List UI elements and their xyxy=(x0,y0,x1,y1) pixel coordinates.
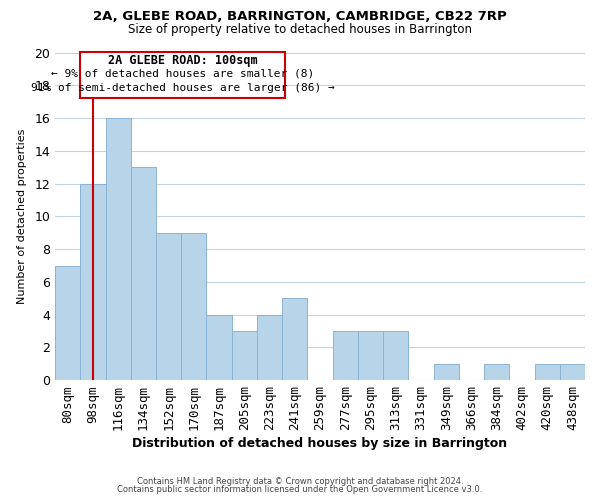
Text: 2A, GLEBE ROAD, BARRINGTON, CAMBRIDGE, CB22 7RP: 2A, GLEBE ROAD, BARRINGTON, CAMBRIDGE, C… xyxy=(93,10,507,23)
Bar xyxy=(434,364,459,380)
Text: 2A GLEBE ROAD: 100sqm: 2A GLEBE ROAD: 100sqm xyxy=(107,54,257,67)
Text: Contains HM Land Registry data © Crown copyright and database right 2024.: Contains HM Land Registry data © Crown c… xyxy=(137,477,463,486)
Bar xyxy=(560,364,585,380)
Bar xyxy=(181,232,206,380)
Bar xyxy=(55,266,80,380)
Y-axis label: Number of detached properties: Number of detached properties xyxy=(17,128,28,304)
Bar xyxy=(282,298,307,380)
Text: ← 9% of detached houses are smaller (8): ← 9% of detached houses are smaller (8) xyxy=(51,69,314,79)
Bar xyxy=(131,167,156,380)
Bar xyxy=(257,314,282,380)
Text: Contains public sector information licensed under the Open Government Licence v3: Contains public sector information licen… xyxy=(118,485,482,494)
Bar xyxy=(80,52,284,98)
Bar xyxy=(358,331,383,380)
Bar xyxy=(80,184,106,380)
Text: Size of property relative to detached houses in Barrington: Size of property relative to detached ho… xyxy=(128,22,472,36)
Bar xyxy=(106,118,131,380)
Bar xyxy=(156,232,181,380)
Bar xyxy=(332,331,358,380)
X-axis label: Distribution of detached houses by size in Barrington: Distribution of detached houses by size … xyxy=(133,437,508,450)
Bar xyxy=(232,331,257,380)
Text: 91% of semi-detached houses are larger (86) →: 91% of semi-detached houses are larger (… xyxy=(31,82,334,92)
Bar xyxy=(535,364,560,380)
Bar xyxy=(383,331,409,380)
Bar xyxy=(484,364,509,380)
Bar xyxy=(206,314,232,380)
